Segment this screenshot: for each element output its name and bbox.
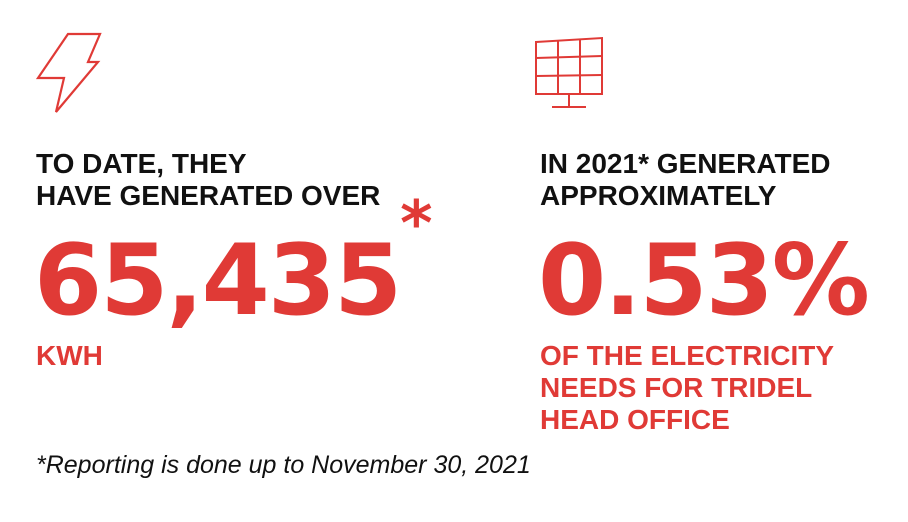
unit-label: KWH: [36, 340, 103, 371]
electricity-percentage-value: 0.53%: [538, 232, 870, 330]
left-unit: KWH: [36, 340, 103, 372]
generated-kwh-value: 65,435*: [34, 193, 433, 331]
footnote-asterisk: *: [400, 187, 433, 260]
detail-line-2: NEEDS FOR TRIDEL: [540, 372, 813, 403]
reporting-footnote: *Reporting is done up to November 30, 20…: [36, 451, 531, 479]
left-heading-line-1: TO DATE, THEY: [36, 148, 247, 179]
percentage-number: 0.53%: [538, 224, 870, 338]
left-heading-line-2: HAVE GENERATED OVER: [36, 180, 381, 211]
left-heading: TO DATE, THEY HAVE GENERATED OVER: [36, 148, 380, 212]
right-heading: IN 2021* GENERATED APPROXIMATELY: [540, 148, 830, 212]
right-heading-line-1: IN 2021* GENERATED: [540, 148, 831, 179]
detail-line-1: OF THE ELECTRICITY: [540, 340, 834, 371]
lightning-bolt-icon: [34, 32, 104, 114]
solar-panel-icon: [530, 36, 608, 114]
detail-line-3: HEAD OFFICE: [540, 404, 730, 435]
right-heading-line-2: APPROXIMATELY: [540, 180, 777, 211]
generated-kwh-number: 65,435: [34, 224, 402, 338]
right-detail: OF THE ELECTRICITY NEEDS FOR TRIDEL HEAD…: [540, 340, 834, 436]
